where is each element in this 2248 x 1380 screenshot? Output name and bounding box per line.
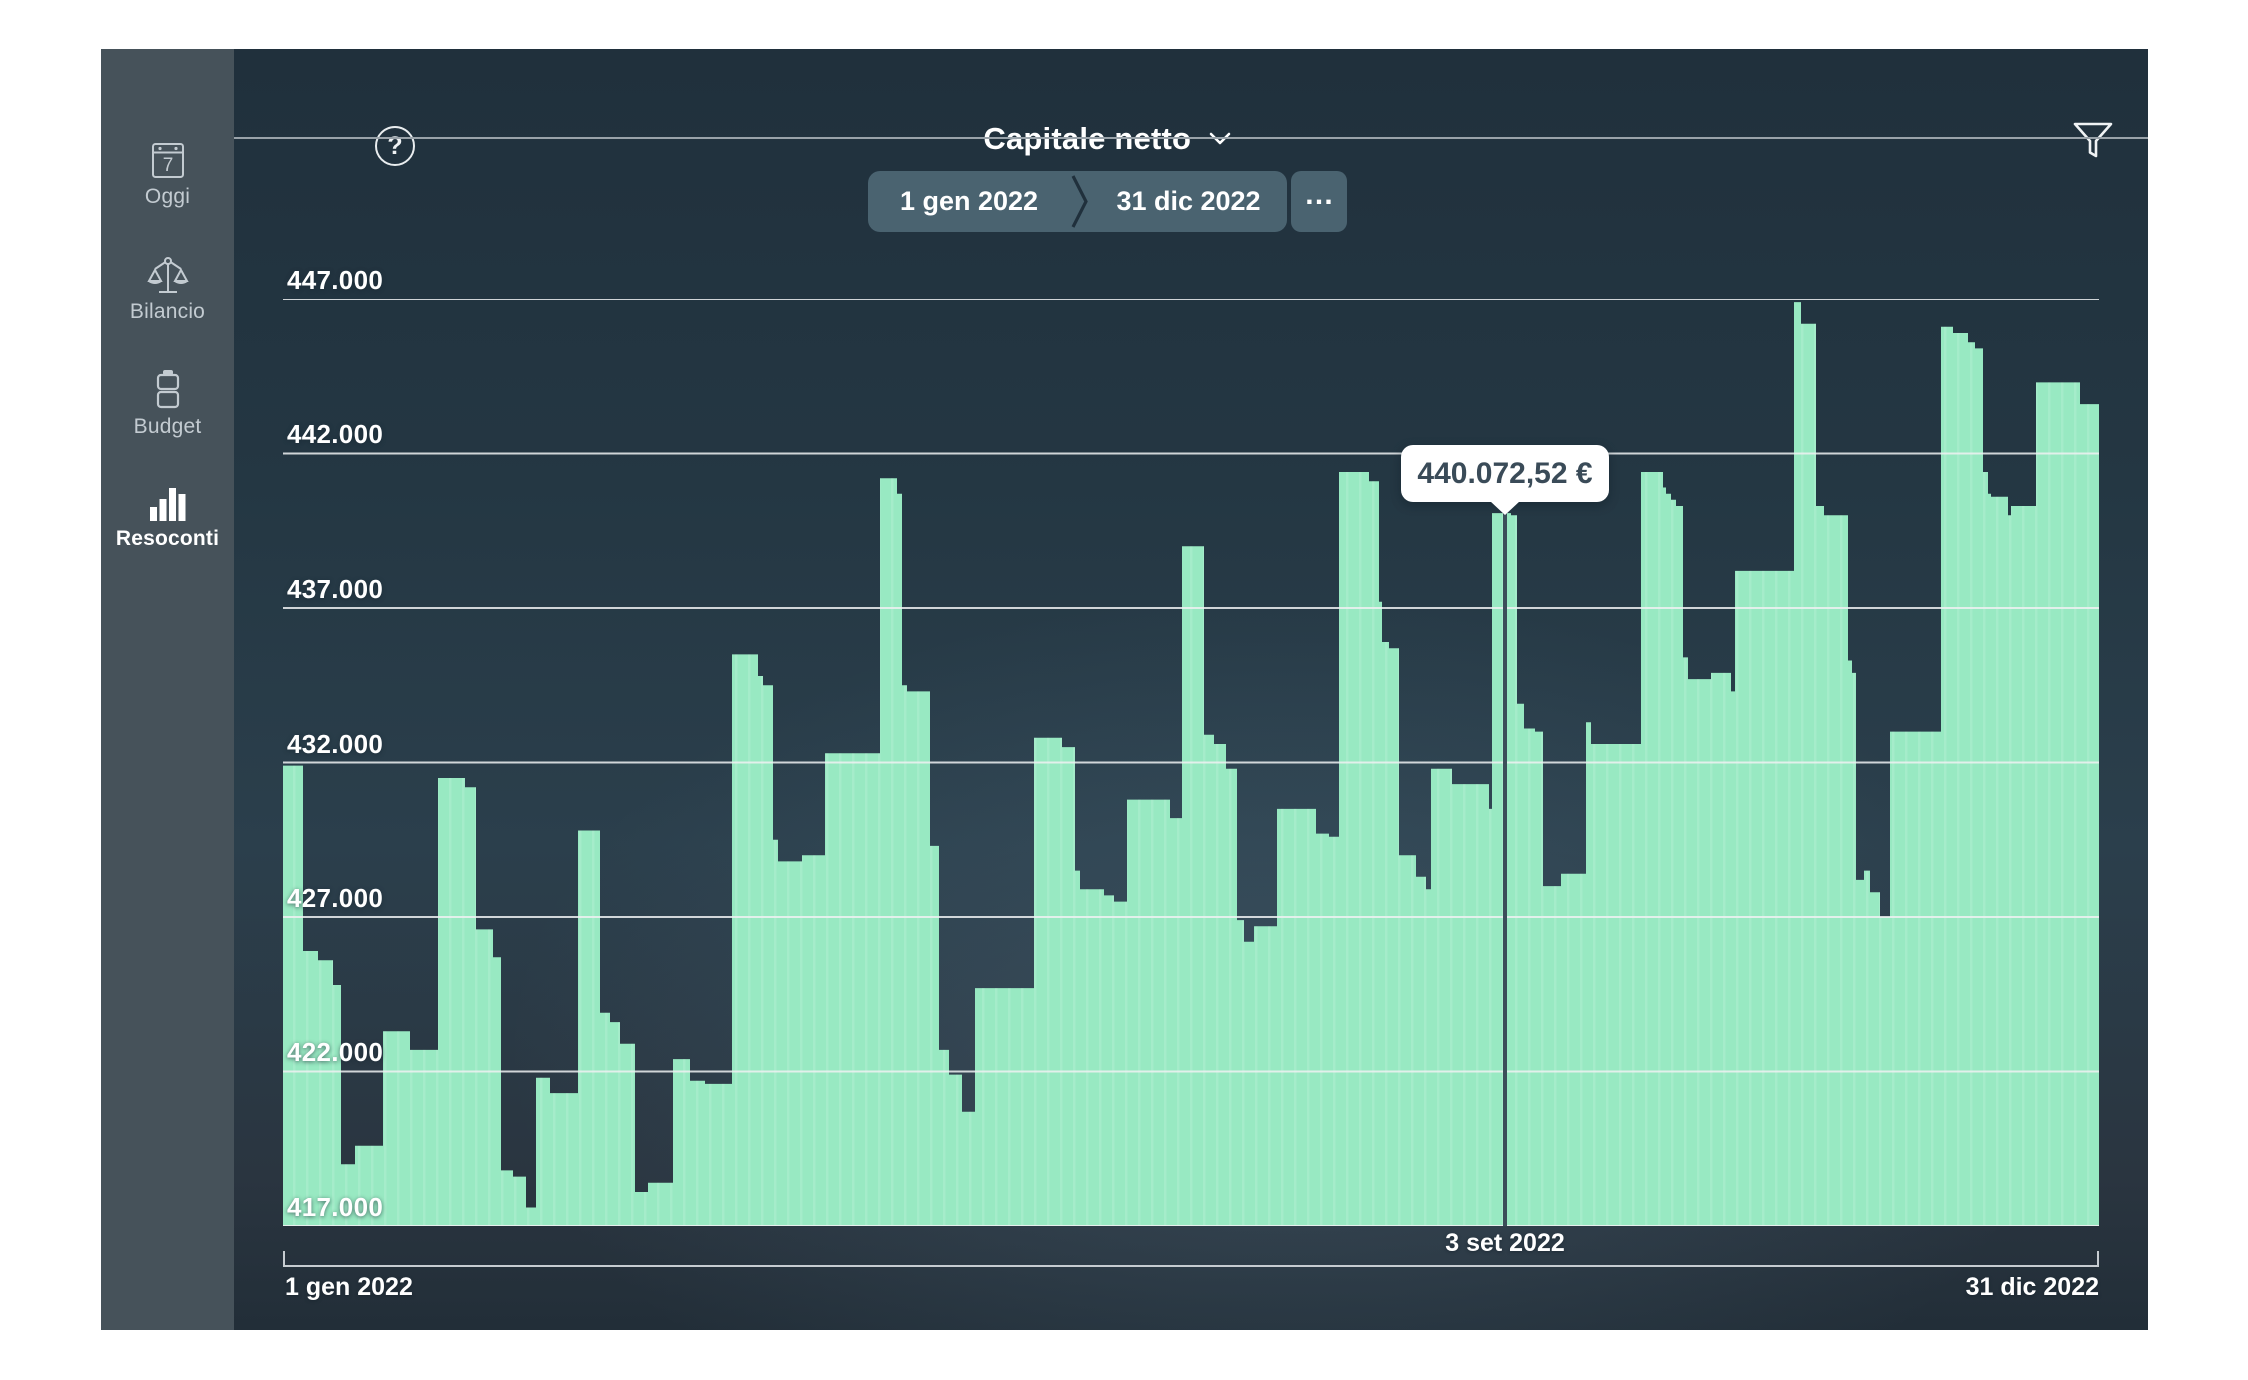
battery-icon (156, 370, 179, 409)
x-axis-label-end: 31 dic 2022 (1965, 1273, 2099, 1301)
date-range-segment: 1 gen 2022 31 dic 2022 (868, 171, 1287, 232)
tooltip-value: 440.072,52 € (1417, 456, 1593, 490)
y-tick-label: 417.000 (287, 1192, 384, 1222)
y-tick-label: 442.000 (287, 419, 384, 449)
range-end-button[interactable]: 31 dic 2022 (1090, 171, 1287, 232)
calendar-icon: 7 (151, 143, 184, 178)
y-tick-label: 422.000 (287, 1037, 384, 1067)
funnel-icon (2073, 122, 2113, 158)
header-divider (234, 137, 2148, 139)
calendar-day-number: 7 (162, 155, 173, 176)
filter-button[interactable] (2071, 119, 2115, 163)
net-worth-step-area-chart[interactable] (283, 299, 2099, 1226)
x-axis-tick-start (283, 1251, 285, 1267)
sidebar-item-bilancio[interactable]: Bilancio (101, 252, 234, 324)
sidebar: 7 Oggi Bilancio (101, 49, 234, 1330)
selection-date-label: 3 set 2022 (1445, 1229, 1565, 1257)
report-type-dropdown[interactable]: Capitale netto (234, 121, 1981, 157)
net-worth-area-texture (283, 302, 2099, 1226)
scales-icon (146, 257, 189, 293)
sidebar-item-oggi[interactable]: 7 Oggi (101, 137, 234, 209)
date-range-control: 1 gen 2022 31 dic 2022 … (868, 171, 1347, 232)
sidebar-item-label: Resoconti (115, 527, 220, 550)
y-tick-label: 427.000 (287, 883, 384, 913)
sidebar-item-label: Budget (133, 415, 202, 438)
chevron-down-icon (1209, 132, 1230, 145)
sidebar-item-label: Oggi (144, 185, 191, 208)
range-more-button[interactable]: … (1291, 171, 1347, 232)
y-tick-label: 432.000 (287, 729, 384, 759)
y-tick-label: 437.000 (287, 574, 384, 604)
x-axis-label-start: 1 gen 2022 (285, 1273, 413, 1301)
x-axis-tick-end (2097, 1251, 2099, 1267)
value-tooltip: 440.072,52 € (1401, 445, 1609, 515)
chart-canvas (283, 299, 2099, 1226)
sidebar-item-budget[interactable]: Budget (101, 367, 234, 439)
range-chevron-divider (1070, 171, 1090, 232)
app-window: 7 Oggi Bilancio (101, 49, 2148, 1330)
sidebar-item-resoconti[interactable]: Resoconti (101, 479, 234, 551)
bar-chart-icon (149, 488, 185, 521)
y-tick-label: 447.000 (287, 265, 384, 295)
range-start-button[interactable]: 1 gen 2022 (868, 171, 1070, 232)
x-axis-line (283, 1265, 2099, 1267)
sidebar-item-label: Bilancio (129, 300, 206, 323)
